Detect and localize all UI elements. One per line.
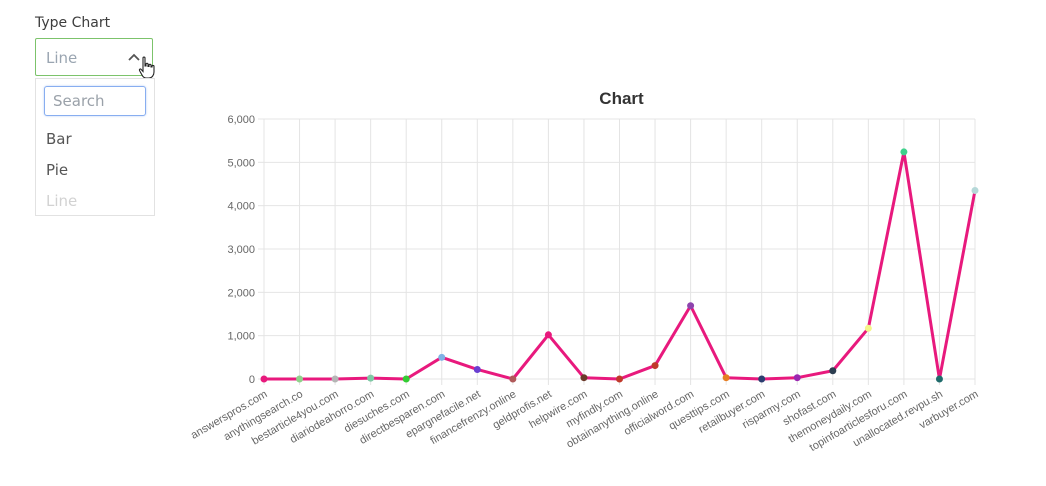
data-point (260, 375, 268, 383)
data-point (793, 374, 801, 382)
y-tick-label: 3,000 (227, 244, 255, 256)
option-bar[interactable]: Bar (46, 130, 72, 148)
chart-type-dropdown: Bar Pie Line (35, 78, 155, 216)
data-point (402, 375, 410, 383)
data-point (829, 367, 837, 375)
data-point (296, 375, 304, 383)
data-point (509, 375, 517, 383)
chart-type-select[interactable]: Line (35, 38, 153, 76)
data-point (367, 374, 375, 382)
option-line: Line (46, 192, 78, 210)
y-tick-label: 2,000 (227, 287, 255, 299)
data-point (864, 324, 872, 332)
data-point (438, 353, 446, 361)
data-point (616, 375, 623, 383)
data-point (758, 375, 766, 383)
data-point (900, 148, 908, 156)
option-pie[interactable]: Pie (46, 161, 69, 179)
data-point (722, 374, 730, 382)
hand-cursor-icon (138, 56, 155, 79)
chart-type-label: Type Chart (35, 15, 111, 31)
data-point (544, 331, 552, 339)
chart-title: Chart (599, 89, 644, 108)
data-point (651, 362, 659, 370)
y-tick-label: 0 (249, 374, 255, 386)
data-point (935, 375, 943, 383)
data-point (971, 187, 979, 194)
chevron-up-icon[interactable] (128, 52, 140, 62)
y-tick-label: 4,000 (227, 201, 255, 213)
chart-type-selected-value: Line (46, 49, 78, 67)
y-tick-label: 5,000 (227, 157, 255, 169)
data-point (473, 365, 481, 373)
data-point (687, 302, 695, 310)
y-tick-label: 1,000 (227, 331, 255, 343)
y-tick-label: 6,000 (227, 114, 255, 126)
data-point (580, 374, 588, 382)
data-point (331, 375, 339, 383)
search-input[interactable] (44, 86, 146, 116)
